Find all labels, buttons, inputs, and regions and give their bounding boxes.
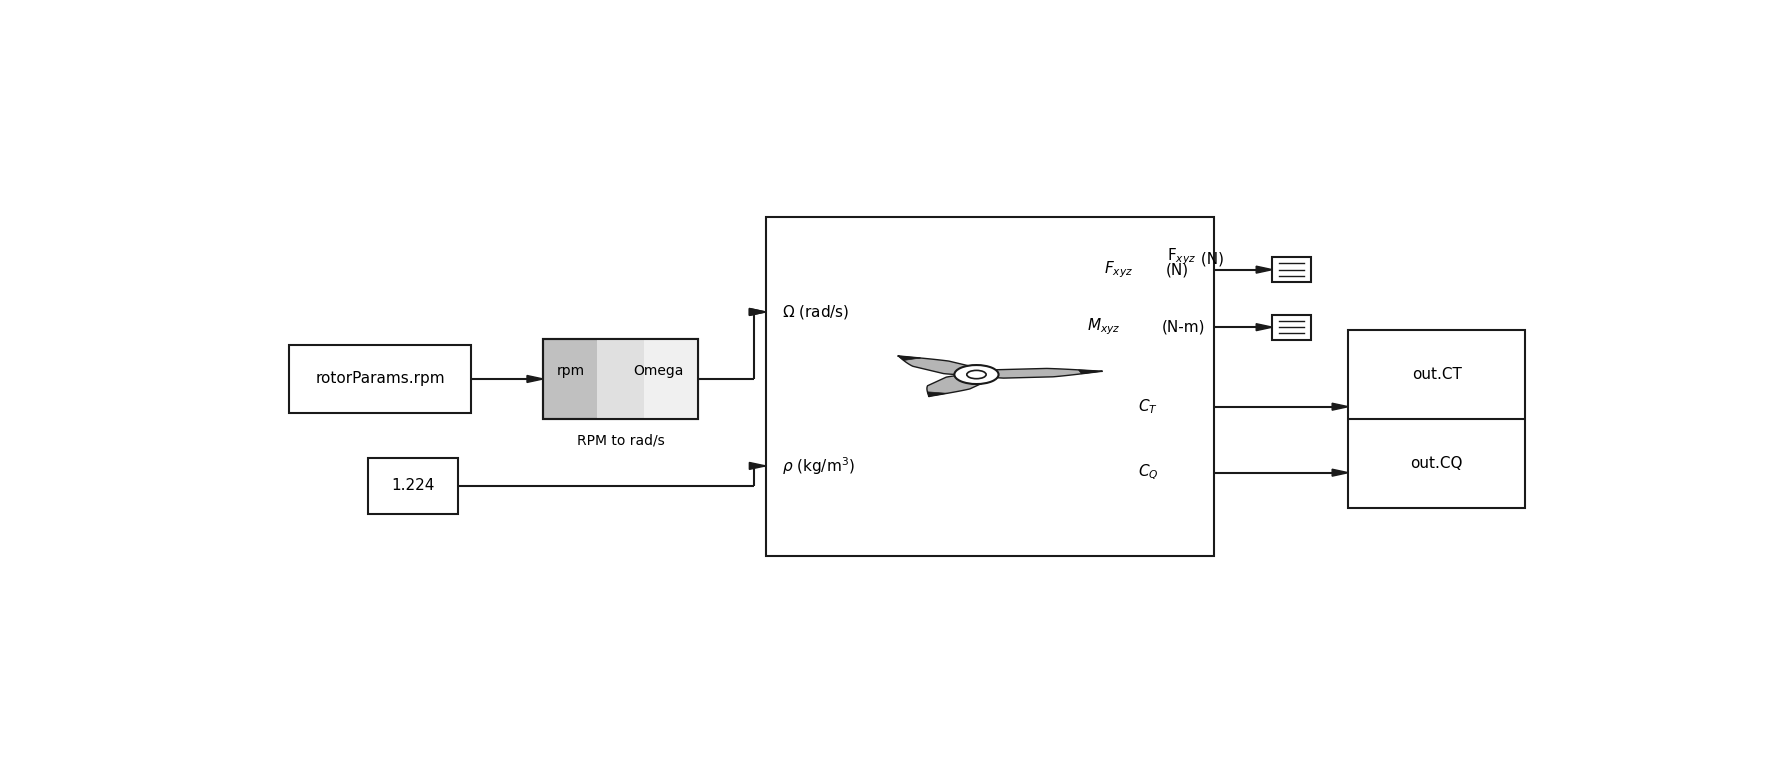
FancyBboxPatch shape xyxy=(643,339,699,419)
Text: out.CT: out.CT xyxy=(1411,367,1461,382)
Text: $F_{xyz}$: $F_{xyz}$ xyxy=(1103,259,1133,280)
Polygon shape xyxy=(977,369,1103,378)
FancyBboxPatch shape xyxy=(1272,258,1312,282)
Polygon shape xyxy=(1256,324,1272,331)
Polygon shape xyxy=(898,356,921,361)
Text: $\rho$ (kg/m$^3$): $\rho$ (kg/m$^3$) xyxy=(782,455,855,476)
FancyBboxPatch shape xyxy=(1272,315,1312,340)
Text: rotorParams.rpm: rotorParams.rpm xyxy=(315,372,446,386)
Polygon shape xyxy=(927,392,948,396)
Text: 1.224: 1.224 xyxy=(390,478,435,493)
FancyBboxPatch shape xyxy=(766,217,1214,556)
Text: rpm: rpm xyxy=(558,364,584,378)
Text: Omega: Omega xyxy=(634,364,684,378)
Text: (N): (N) xyxy=(1196,251,1224,267)
FancyBboxPatch shape xyxy=(367,458,458,514)
Text: $C_T$: $C_T$ xyxy=(1139,397,1158,416)
Text: (N): (N) xyxy=(1165,262,1189,277)
Polygon shape xyxy=(898,356,982,375)
Polygon shape xyxy=(1078,370,1103,374)
Text: $\Omega$ (rad/s): $\Omega$ (rad/s) xyxy=(782,303,850,321)
FancyBboxPatch shape xyxy=(1349,330,1525,508)
Text: $\mathrm{F}_{xyz}$: $\mathrm{F}_{xyz}$ xyxy=(1167,246,1196,267)
Polygon shape xyxy=(1333,470,1349,476)
Text: $M_{xyz}$: $M_{xyz}$ xyxy=(1087,317,1121,338)
Circle shape xyxy=(955,365,998,384)
Polygon shape xyxy=(750,308,766,315)
Polygon shape xyxy=(750,463,766,470)
FancyBboxPatch shape xyxy=(544,339,699,419)
Text: $C_Q$: $C_Q$ xyxy=(1139,463,1158,483)
Circle shape xyxy=(968,370,985,379)
FancyBboxPatch shape xyxy=(597,339,699,419)
Polygon shape xyxy=(927,375,989,396)
Polygon shape xyxy=(750,308,766,315)
Polygon shape xyxy=(1333,403,1349,410)
Text: RPM to rad/s: RPM to rad/s xyxy=(577,434,665,448)
Text: (N-m): (N-m) xyxy=(1162,320,1205,335)
Text: out.CQ: out.CQ xyxy=(1410,456,1463,471)
Polygon shape xyxy=(1256,266,1272,273)
Polygon shape xyxy=(527,375,544,382)
FancyBboxPatch shape xyxy=(289,345,470,413)
